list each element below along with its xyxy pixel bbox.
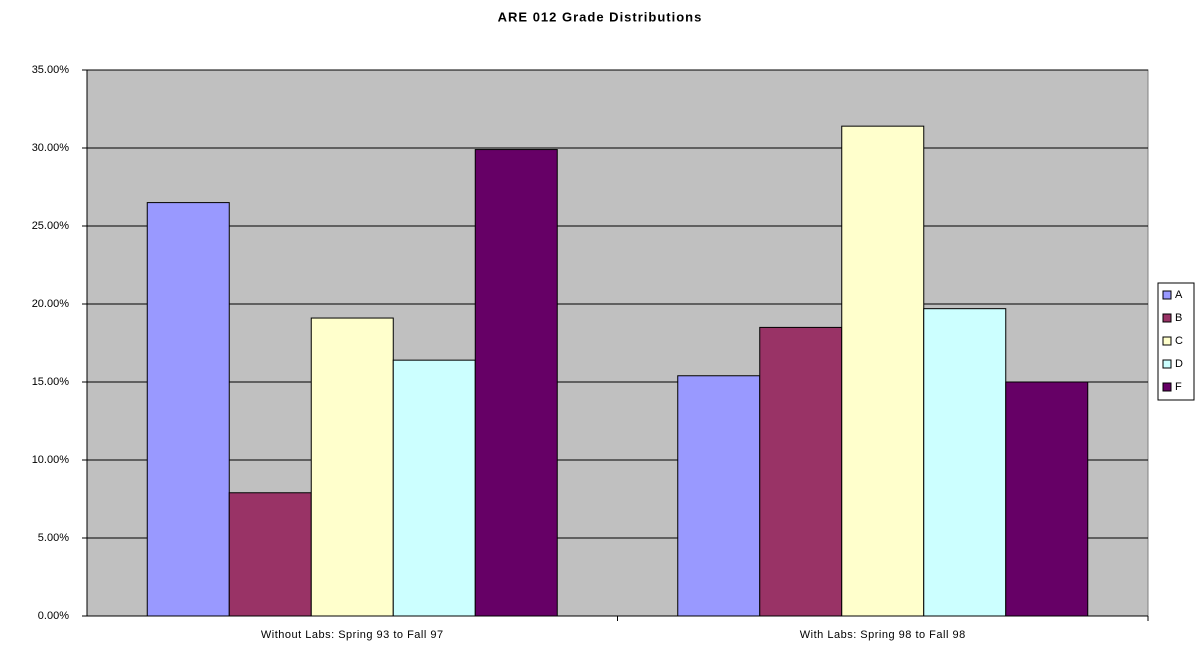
x-tick-label: With Labs: Spring 98 to Fall 98	[800, 629, 966, 641]
y-tick-label: 0.00%	[38, 610, 69, 622]
y-tick-label: 10.00%	[32, 454, 70, 466]
bar	[392, 359, 476, 617]
legend-swatch	[1162, 290, 1172, 300]
legend-swatch	[1162, 336, 1172, 346]
legend-swatch	[1162, 382, 1172, 392]
bar	[474, 149, 558, 617]
bar	[310, 317, 394, 617]
x-tick-label: Without Labs: Spring 93 to Fall 97	[261, 629, 444, 641]
legend-swatch	[1162, 359, 1172, 369]
bar	[841, 125, 925, 617]
bar	[228, 492, 312, 617]
legend-swatch	[1162, 313, 1172, 323]
legend-label: C	[1175, 335, 1183, 347]
y-tick-label: 15.00%	[32, 376, 70, 388]
bar	[677, 375, 761, 617]
y-tick-label: 20.00%	[32, 298, 70, 310]
bar	[923, 308, 1007, 617]
legend-label: D	[1175, 358, 1183, 370]
bar	[759, 326, 843, 617]
legend-label: F	[1175, 381, 1182, 393]
y-tick-label: 30.00%	[32, 142, 70, 154]
bar	[1005, 381, 1089, 617]
legend-label: A	[1175, 289, 1183, 301]
y-tick-label: 35.00%	[32, 64, 70, 76]
y-tick-label: 5.00%	[38, 532, 69, 544]
legend-label: B	[1175, 312, 1182, 324]
y-tick-label: 25.00%	[32, 220, 70, 232]
bar	[146, 202, 230, 617]
chart-title: ARE 012 Grade Distributions	[498, 9, 703, 24]
